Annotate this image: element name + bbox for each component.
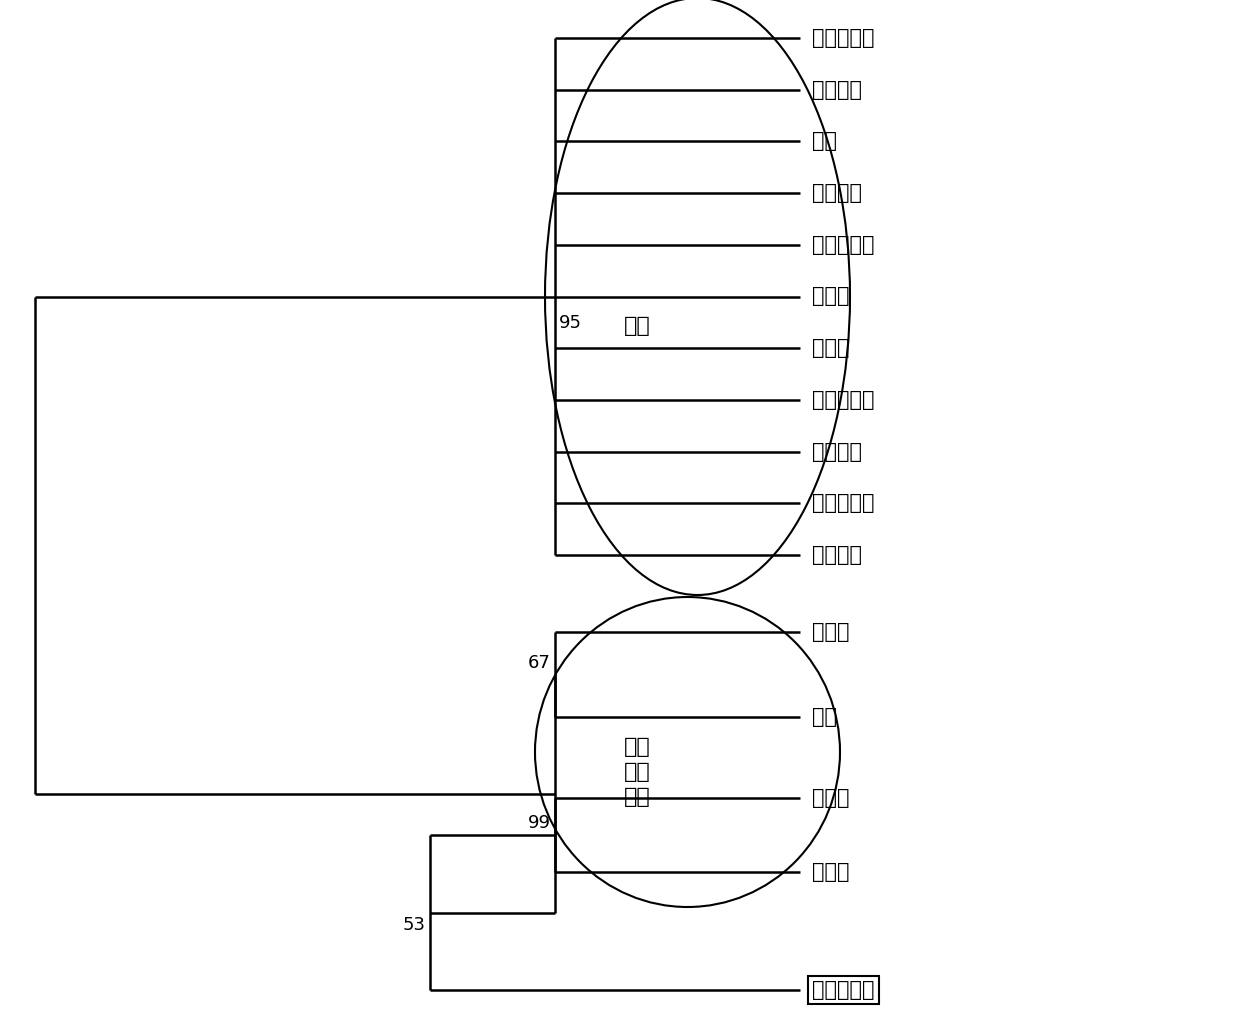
Text: 君迁子: 君迁子 <box>812 788 849 808</box>
Text: 浙江柿: 浙江柿 <box>812 862 849 882</box>
Text: 海安小方柿: 海安小方柿 <box>812 235 874 254</box>
Text: 其他
柿属
植物: 其他 柿属 植物 <box>624 738 651 806</box>
Text: 95: 95 <box>559 315 582 332</box>
Text: 磨盘柿: 磨盘柿 <box>812 286 849 307</box>
Text: 富平尖柿: 富平尖柿 <box>812 80 862 100</box>
Text: 油柿: 油柿 <box>812 707 837 727</box>
Text: 富有: 富有 <box>812 131 837 152</box>
Text: 云南野毛柿: 云南野毛柿 <box>812 980 874 1000</box>
Text: 67: 67 <box>528 654 551 671</box>
Text: 53: 53 <box>403 915 427 934</box>
Text: 小屁子: 小屁子 <box>812 339 849 358</box>
Text: 沼安元室柿: 沼安元室柿 <box>812 494 874 513</box>
Text: 恭城月柿: 恭城月柿 <box>812 183 862 203</box>
Text: 玉环长柿: 玉环长柿 <box>812 441 862 462</box>
Text: 99: 99 <box>528 814 551 832</box>
Text: 博爱八月黄: 博爱八月黄 <box>812 28 874 48</box>
Text: 柿种: 柿种 <box>624 316 651 337</box>
Text: 金枣柿: 金枣柿 <box>812 622 849 642</box>
Text: 休宁扁墓柿: 休宁扁墓柿 <box>812 390 874 410</box>
Text: 中柿一号: 中柿一号 <box>812 545 862 565</box>
